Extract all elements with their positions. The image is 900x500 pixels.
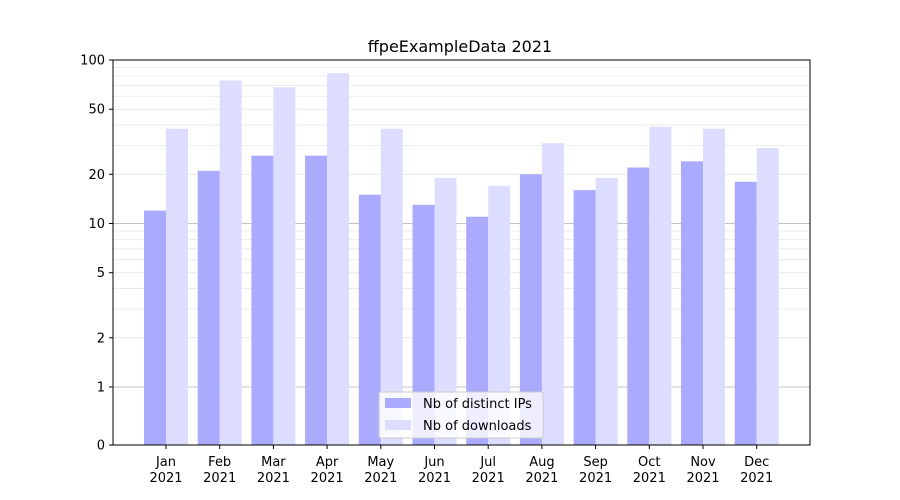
x-tick-label: 2021 [579,471,612,486]
bar [412,204,435,445]
bar [305,155,328,445]
legend-swatch-downloads [385,420,411,430]
x-tick-label: 2021 [311,471,344,486]
legend: Nb of distinct IPs Nb of downloads [378,391,544,439]
x-tick-label: 2021 [149,471,182,486]
y-tick-label: 1 [97,381,105,396]
bar [541,143,564,446]
x-tick-label: Dec [744,455,769,470]
bar [273,87,296,445]
x-tick-label: Apr [316,455,339,470]
bar [327,73,350,446]
x-tick-label: Jul [479,455,496,470]
bar [466,216,489,445]
x-tick-label: Jan [155,455,176,470]
x-tick-label: Oct [638,455,660,470]
x-tick-label: 2021 [686,471,719,486]
bar [144,210,166,445]
bar [197,170,220,445]
x-tick-label: 2021 [740,471,773,486]
bar [681,161,703,446]
legend-swatch-ips [385,398,411,408]
x-tick-label: 2021 [472,471,505,486]
plot-frame [112,59,811,446]
bar [166,128,188,445]
y-tick-label: 50 [88,103,105,118]
x-tick-label: May [367,455,394,470]
x-tick-label: 2021 [525,471,558,486]
bar [358,194,381,445]
bar [573,190,596,445]
y-tick-label: 10 [88,217,105,232]
y-tick-label: 20 [88,168,105,183]
x-tick-label: 2021 [633,471,666,486]
y-tick-label: 5 [97,266,105,281]
x-tick-label: 2021 [364,471,397,486]
legend-label-ips: Nb of distinct IPs [423,397,532,412]
y-tick-label: 2 [97,331,105,346]
x-tick-label: Sep [583,455,608,470]
x-tick-label: Mar [261,455,286,470]
axis-ticks: Jan2021Feb2021Mar2021Apr2021May2021Jun20… [80,54,773,487]
bar [627,167,650,445]
x-tick-label: Aug [529,455,554,470]
x-tick-label: Jun [423,455,444,470]
bar [380,128,403,445]
bar [519,174,542,445]
bar [595,177,618,446]
bar [734,181,757,445]
bar [756,147,779,445]
x-tick-label: 2021 [257,471,290,486]
bar [488,185,511,445]
bar [434,177,457,446]
x-tick-label: 2021 [418,471,451,486]
chart-title: ffpeExampleData 2021 [368,37,552,56]
x-tick-label: Feb [208,455,231,470]
y-tick-label: 100 [80,54,105,69]
x-tick-label: 2021 [203,471,236,486]
legend-label-downloads: Nb of downloads [423,419,532,434]
x-tick-label: Nov [690,455,716,470]
legend-box [378,391,544,439]
bars [144,73,779,446]
bar [703,128,725,445]
bar [219,80,242,445]
bar [649,126,672,446]
y-tick-label: 0 [97,439,105,454]
bar [251,155,274,445]
